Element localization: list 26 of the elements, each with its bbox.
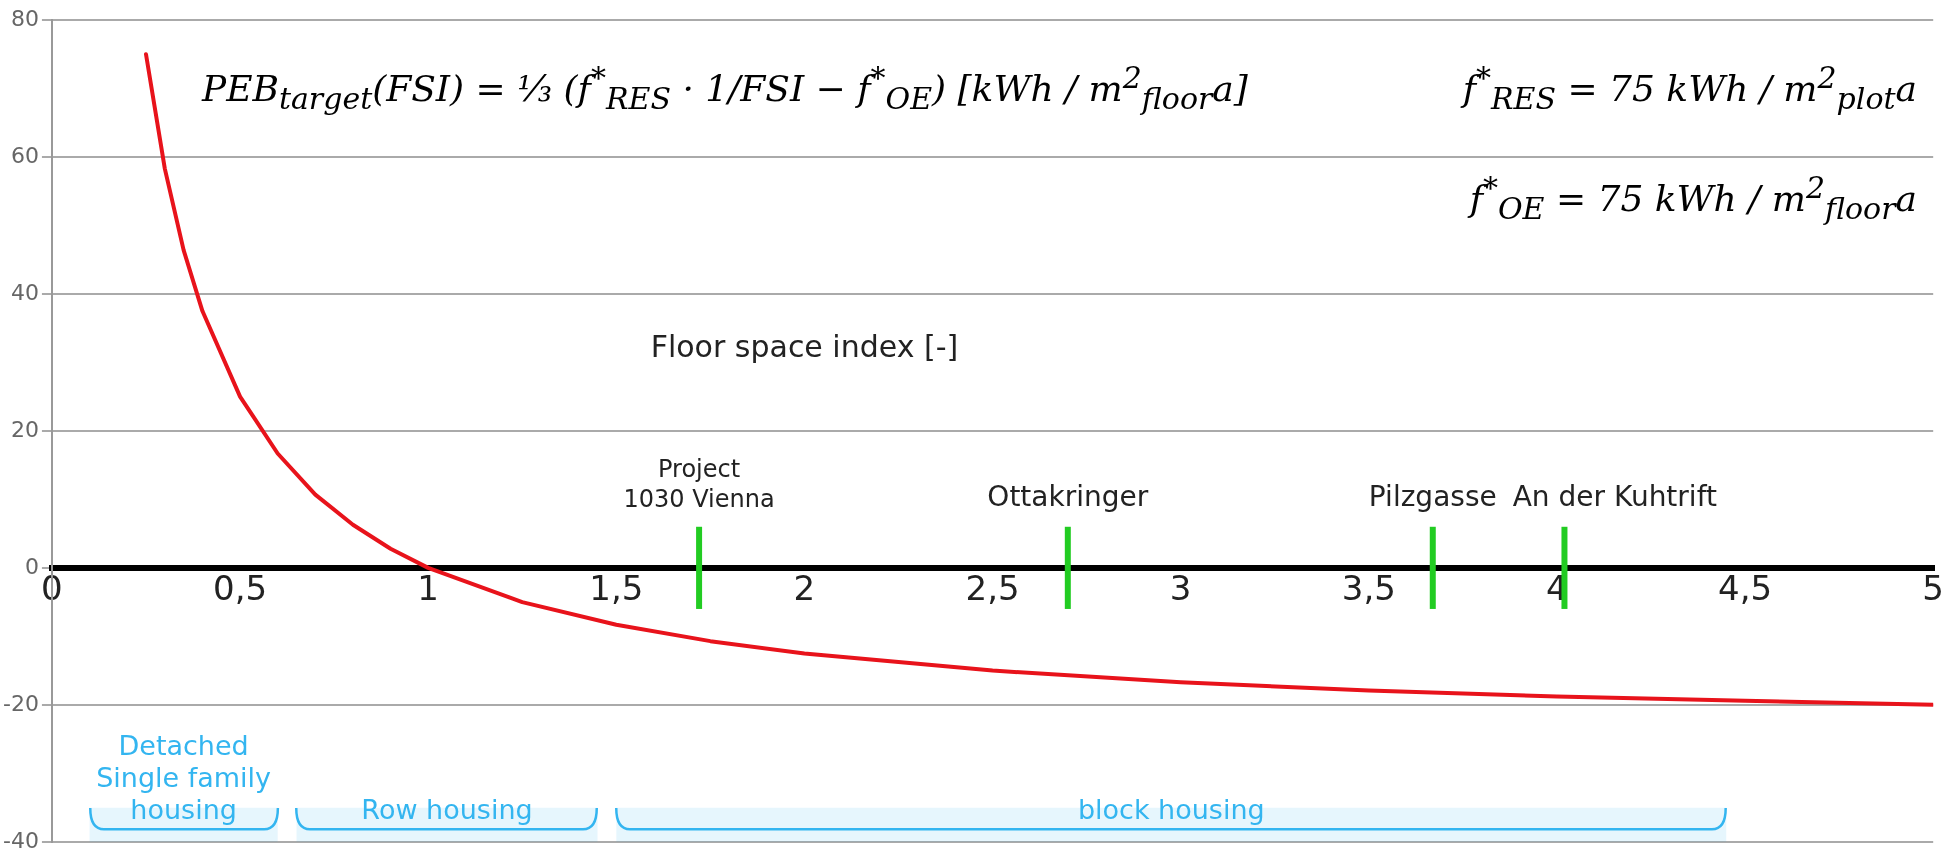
ref-line-label: Project 1030 Vienna — [623, 455, 775, 514]
text: PEB$_{target}$(FSI) = ⅓ (f$^{*}$$_{RES}$ · 1/FSI − f$^{*}$$_{OE}$) [kWh / m$^{2}$$_{floor}$a] — [201, 60, 1248, 117]
y-tick-label: 40 — [10, 279, 39, 305]
ref-line-label: Pilzgasse — [1368, 480, 1497, 514]
annotation: f$^{*}$$_{RES}$ = 75 kWh / m$^{2}$$_{plot}$a — [1462, 60, 1917, 117]
x-tick-label: 4,5 — [1718, 568, 1773, 609]
x-tick-label: 1,5 — [589, 568, 644, 609]
y-tick-label: 20 — [10, 416, 39, 442]
annotation: f$^{*}$$_{OE}$ = 75 kWh / m$^{2}$$_{floor}$a — [1469, 170, 1917, 227]
y-tick-label: -20 — [3, 690, 39, 716]
x-tick-label: 3 — [1169, 568, 1192, 609]
band-label: Row housing — [361, 794, 533, 826]
x-tick-label: 3,5 — [1341, 568, 1396, 609]
x-tick-label: 1 — [417, 568, 439, 609]
x-tick-label: 2,5 — [965, 568, 1020, 609]
y-tick-label: -40 — [3, 827, 39, 853]
band-label: block housing — [1077, 794, 1265, 826]
ref-line-label: An der Kuhtrift — [1512, 480, 1717, 514]
y-tick-label: 80 — [10, 5, 39, 31]
x-axis-title: Floor space index [-] — [650, 328, 959, 364]
x-tick-label: 5 — [1922, 568, 1944, 609]
x-tick-label: 0,5 — [213, 568, 268, 609]
ref-line-label: Ottakringer — [987, 480, 1149, 514]
x-tick-label: 2 — [793, 568, 816, 609]
y-tick-label: 60 — [10, 142, 39, 168]
band-label: Detached Single family housing — [96, 730, 272, 826]
